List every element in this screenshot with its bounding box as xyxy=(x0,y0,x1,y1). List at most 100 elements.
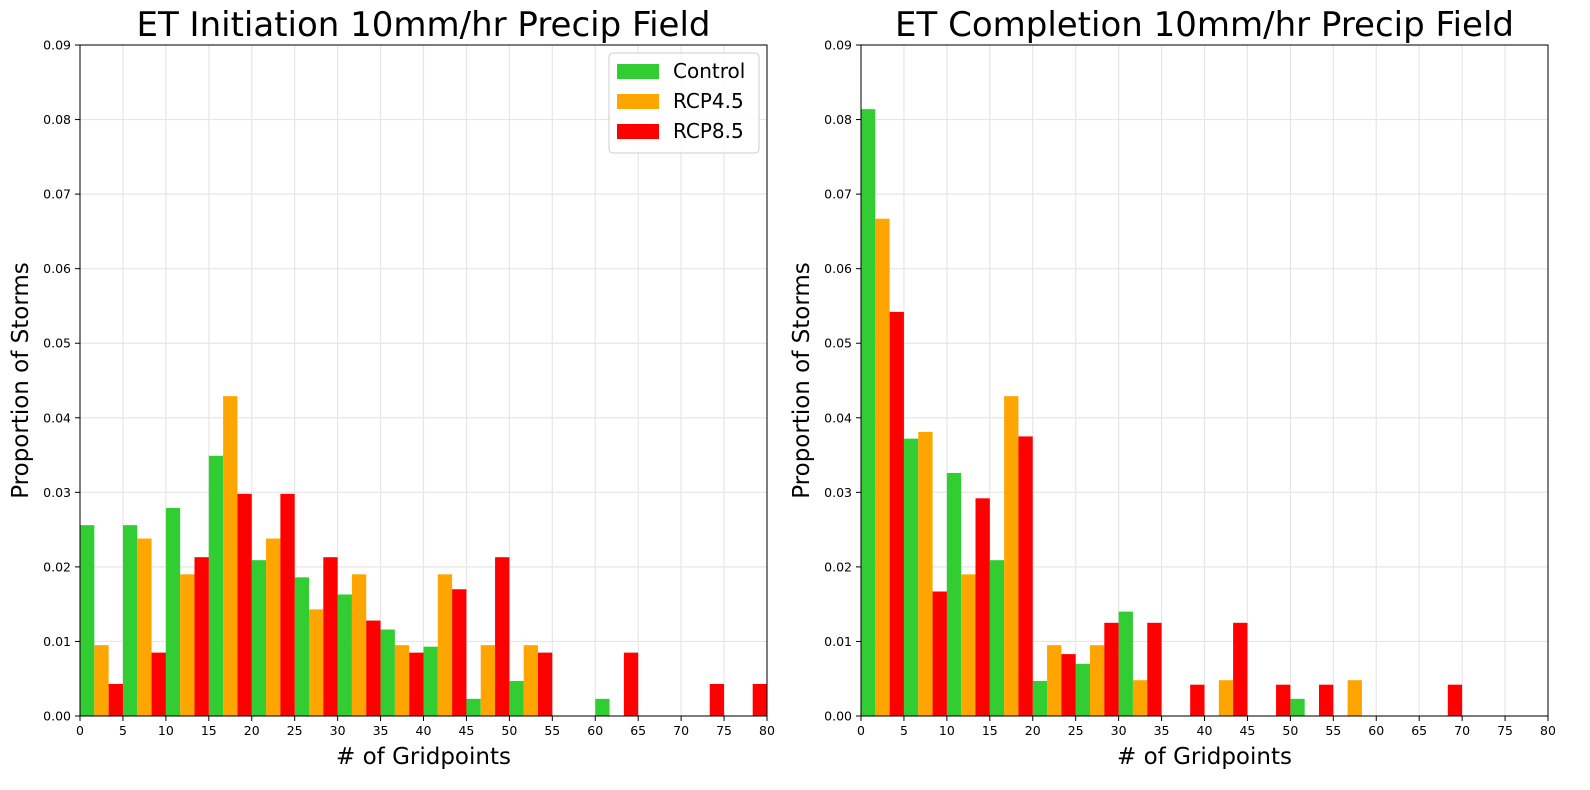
x-tick-label: 5 xyxy=(900,723,908,738)
x-tick-label: 80 xyxy=(1540,723,1556,738)
y-tick-label: 0.08 xyxy=(824,112,852,127)
bar-control-bin-1 xyxy=(122,525,138,716)
bar-rcp85-bin-6 xyxy=(1147,622,1162,716)
x-tick-label: 50 xyxy=(1282,723,1298,738)
bar-rcp85-bin-9 xyxy=(1276,684,1291,716)
bar-rcp85-bin-13 xyxy=(1447,684,1463,716)
bar-control-bin-5 xyxy=(1075,663,1090,716)
bar-control-bin-2 xyxy=(165,507,181,716)
bar-rcp45-bin-0 xyxy=(875,218,890,716)
x-tick-label: 60 xyxy=(587,723,603,738)
x-tick-label: 45 xyxy=(1239,723,1255,738)
bar-rcp45-bin-11 xyxy=(1347,680,1362,716)
y-tick-label: 0.00 xyxy=(43,709,71,724)
bar-control-bin-7 xyxy=(380,629,395,716)
bar-rcp85-bin-1 xyxy=(151,652,166,716)
y-tick-label: 0.09 xyxy=(824,38,852,53)
y-tick-label: 0.02 xyxy=(824,559,852,574)
y-tick-label: 0.09 xyxy=(43,38,71,53)
bar-control-bin-0 xyxy=(80,525,95,716)
chart-title: ET Completion 10mm/hr Precip Field xyxy=(895,5,1514,45)
bar-rcp85-bin-4 xyxy=(280,493,295,716)
chart-panel-2: 0 5 10 15 20 25 30 35 40 45 50 55 60 65 70 75 80 0.00 0.01… xyxy=(789,5,1556,770)
bar-rcp85-bin-7 xyxy=(1190,684,1205,716)
bar-control-bin-4 xyxy=(251,560,267,716)
y-axis-label: Proportion of Storms xyxy=(8,262,34,499)
x-tick-label: 55 xyxy=(1325,723,1341,738)
x-tick-label: 25 xyxy=(287,723,303,738)
x-axis-label: # of Gridpoints xyxy=(1117,744,1292,770)
bar-control-bin-6 xyxy=(337,594,352,716)
x-tick-label: 10 xyxy=(158,723,174,738)
bar-control-bin-5 xyxy=(294,577,309,716)
bar-rcp85-bin-4 xyxy=(1061,654,1076,716)
legend-label: RCP8.5 xyxy=(673,119,744,143)
x-tick-label: 40 xyxy=(1197,723,1213,738)
y-tick-label: 0.01 xyxy=(43,634,71,649)
x-tick-label: 75 xyxy=(716,723,732,738)
bar-rcp85-bin-7 xyxy=(409,652,424,716)
x-tick-label: 25 xyxy=(1068,723,1084,738)
y-tick-label: 0.07 xyxy=(43,187,71,202)
bar-rcp85-bin-5 xyxy=(323,557,338,716)
bar-rcp45-bin-2 xyxy=(961,574,976,716)
x-tick-label: 60 xyxy=(1368,723,1384,738)
y-tick-label: 0.01 xyxy=(824,634,852,649)
bar-control-bin-10 xyxy=(1290,698,1305,716)
y-tick-label: 0.06 xyxy=(43,261,71,276)
x-tick-label: 20 xyxy=(1025,723,1041,738)
bar-control-bin-1 xyxy=(903,438,919,716)
bar-rcp85-bin-14 xyxy=(709,683,725,716)
bar-rcp85-bin-15 xyxy=(752,683,767,716)
x-tick-label: 15 xyxy=(201,723,217,738)
legend-swatch xyxy=(617,124,659,139)
x-tick-label: 0 xyxy=(857,723,865,738)
y-tick-label: 0.05 xyxy=(43,336,71,351)
x-tick-label: 70 xyxy=(673,723,689,738)
x-tick-label: 70 xyxy=(1454,723,1470,738)
y-tick-label: 0.07 xyxy=(824,187,852,202)
bar-rcp45-bin-3 xyxy=(223,396,238,716)
chart-title: ET Initiation 10mm/hr Precip Field xyxy=(137,5,711,45)
bar-control-bin-0 xyxy=(861,109,876,716)
x-tick-label: 0 xyxy=(76,723,84,738)
bar-control-bin-10 xyxy=(509,680,524,716)
x-tick-label: 55 xyxy=(544,723,560,738)
x-tick-label: 75 xyxy=(1497,723,1513,738)
bar-rcp45-bin-3 xyxy=(1004,396,1019,716)
legend-swatch xyxy=(617,94,659,109)
bar-control-bin-6 xyxy=(1118,611,1133,716)
bar-control-bin-8 xyxy=(423,646,438,716)
bar-control-bin-3 xyxy=(989,560,1005,716)
bar-rcp45-bin-6 xyxy=(351,574,367,716)
bar-control-bin-9 xyxy=(466,698,481,716)
bar-rcp85-bin-10 xyxy=(538,652,553,716)
x-tick-label: 5 xyxy=(119,723,127,738)
bar-rcp85-bin-3 xyxy=(237,493,252,716)
bar-rcp85-bin-8 xyxy=(452,589,467,716)
y-axis-label: Proportion of Storms xyxy=(789,262,815,499)
bar-rcp45-bin-7 xyxy=(394,645,410,716)
bar-rcp45-bin-9 xyxy=(480,645,496,716)
bar-rcp85-bin-2 xyxy=(194,557,209,716)
bar-rcp85-bin-9 xyxy=(495,557,510,716)
x-tick-label: 35 xyxy=(373,723,389,738)
y-tick-label: 0.04 xyxy=(43,410,71,425)
bar-rcp45-bin-5 xyxy=(309,609,324,716)
bar-rcp85-bin-5 xyxy=(1104,622,1119,716)
x-tick-label: 15 xyxy=(982,723,998,738)
bar-control-bin-12 xyxy=(595,698,610,716)
y-tick-label: 0.06 xyxy=(824,261,852,276)
x-tick-label: 65 xyxy=(1411,723,1427,738)
bar-rcp85-bin-8 xyxy=(1233,622,1248,716)
bar-rcp45-bin-8 xyxy=(1218,680,1234,716)
legend-label: RCP4.5 xyxy=(673,89,744,113)
y-tick-label: 0.03 xyxy=(824,485,852,500)
y-tick-label: 0.00 xyxy=(824,709,852,724)
bar-rcp45-bin-1 xyxy=(918,431,933,716)
x-tick-label: 20 xyxy=(244,723,260,738)
x-tick-label: 80 xyxy=(759,723,775,738)
bar-rcp85-bin-12 xyxy=(623,652,639,716)
x-tick-label: 50 xyxy=(501,723,517,738)
